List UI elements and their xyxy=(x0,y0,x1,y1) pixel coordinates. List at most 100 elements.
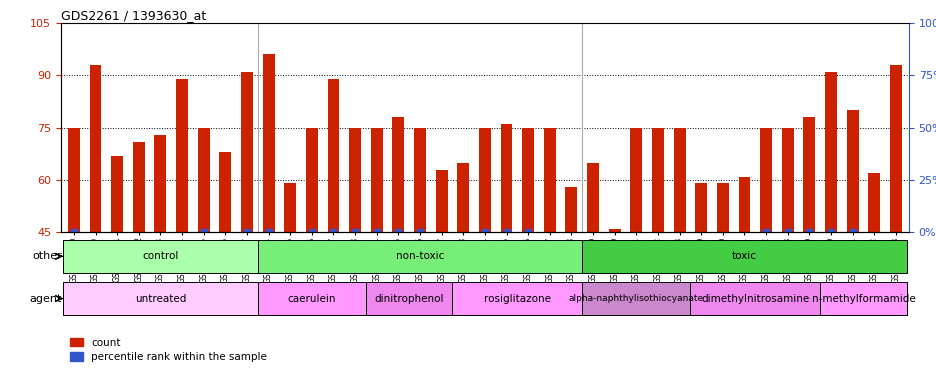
Point xyxy=(174,240,189,246)
Text: dimethylnitrosamine: dimethylnitrosamine xyxy=(700,293,809,304)
Bar xyxy=(68,127,80,384)
Point xyxy=(844,229,859,235)
Point xyxy=(369,229,384,235)
Bar xyxy=(262,55,274,384)
Bar xyxy=(257,240,581,273)
Point xyxy=(714,240,729,246)
Bar xyxy=(63,282,257,315)
Text: n-methylformamide: n-methylformamide xyxy=(811,293,914,304)
Point xyxy=(823,229,838,235)
Bar xyxy=(219,152,231,384)
Point xyxy=(780,229,795,235)
Point xyxy=(304,229,319,235)
Point xyxy=(693,240,708,246)
Bar xyxy=(133,142,144,384)
Bar xyxy=(581,282,690,315)
Point xyxy=(866,240,881,246)
Point xyxy=(455,240,470,246)
Point xyxy=(390,229,405,235)
Bar xyxy=(63,240,257,273)
Text: alpha-naphthylisothiocyanate: alpha-naphthylisothiocyanate xyxy=(568,294,703,303)
Bar xyxy=(819,282,906,315)
Bar xyxy=(90,65,101,384)
Bar xyxy=(889,65,900,384)
Bar xyxy=(564,187,577,384)
Point xyxy=(563,240,578,246)
Bar xyxy=(630,127,641,384)
Point xyxy=(650,240,665,246)
Bar xyxy=(197,127,210,384)
Point xyxy=(347,229,362,235)
Bar xyxy=(802,117,814,384)
Bar xyxy=(478,127,490,384)
Bar xyxy=(371,127,382,384)
Point xyxy=(261,229,276,235)
Point xyxy=(131,240,146,246)
Text: agent: agent xyxy=(30,293,62,304)
Bar xyxy=(759,127,771,384)
Bar xyxy=(241,72,253,384)
Point xyxy=(628,240,643,246)
Text: GDS2261 / 1393630_at: GDS2261 / 1393630_at xyxy=(61,9,206,22)
Bar xyxy=(543,127,555,384)
Point xyxy=(520,229,535,235)
Bar xyxy=(457,162,469,384)
Point xyxy=(196,229,211,235)
Bar xyxy=(581,240,906,273)
Bar xyxy=(366,282,452,315)
Point xyxy=(737,240,752,246)
Bar xyxy=(781,127,793,384)
Point xyxy=(887,240,902,246)
Legend: count, percentile rank within the sample: count, percentile rank within the sample xyxy=(66,334,271,366)
Point xyxy=(433,240,448,246)
Point xyxy=(217,240,232,246)
Point xyxy=(585,240,600,246)
Point xyxy=(542,240,557,246)
Text: untreated: untreated xyxy=(135,293,186,304)
Text: control: control xyxy=(142,251,179,262)
Point xyxy=(283,240,298,246)
Bar xyxy=(521,127,534,384)
Point xyxy=(671,240,686,246)
Bar xyxy=(257,282,366,315)
Bar xyxy=(349,127,360,384)
Text: rosiglitazone: rosiglitazone xyxy=(483,293,550,304)
Bar xyxy=(846,110,857,384)
Text: non-toxic: non-toxic xyxy=(395,251,444,262)
Point xyxy=(607,240,622,246)
Text: toxic: toxic xyxy=(731,251,756,262)
Point xyxy=(240,229,255,235)
Bar xyxy=(587,162,598,384)
Point xyxy=(758,229,773,235)
Bar xyxy=(111,156,123,384)
Bar xyxy=(435,170,447,384)
Bar xyxy=(716,184,728,384)
Bar xyxy=(690,282,819,315)
Bar xyxy=(305,127,317,384)
Point xyxy=(88,240,103,246)
Text: other: other xyxy=(32,251,62,262)
Bar xyxy=(500,124,512,384)
Text: dinitrophenol: dinitrophenol xyxy=(374,293,444,304)
Bar xyxy=(154,135,167,384)
Bar xyxy=(452,282,581,315)
Bar xyxy=(392,117,404,384)
Bar xyxy=(825,72,836,384)
Bar xyxy=(414,127,426,384)
Bar xyxy=(738,177,750,384)
Bar xyxy=(608,229,620,384)
Point xyxy=(801,229,816,235)
Bar xyxy=(695,184,707,384)
Point xyxy=(499,229,514,235)
Point xyxy=(110,240,124,246)
Point xyxy=(153,240,168,246)
Bar xyxy=(284,184,296,384)
Point xyxy=(412,229,427,235)
Bar xyxy=(673,127,685,384)
Bar xyxy=(651,127,664,384)
Bar xyxy=(868,173,879,384)
Text: caerulein: caerulein xyxy=(287,293,336,304)
Point xyxy=(476,229,492,235)
Point xyxy=(326,229,341,235)
Bar xyxy=(328,79,339,384)
